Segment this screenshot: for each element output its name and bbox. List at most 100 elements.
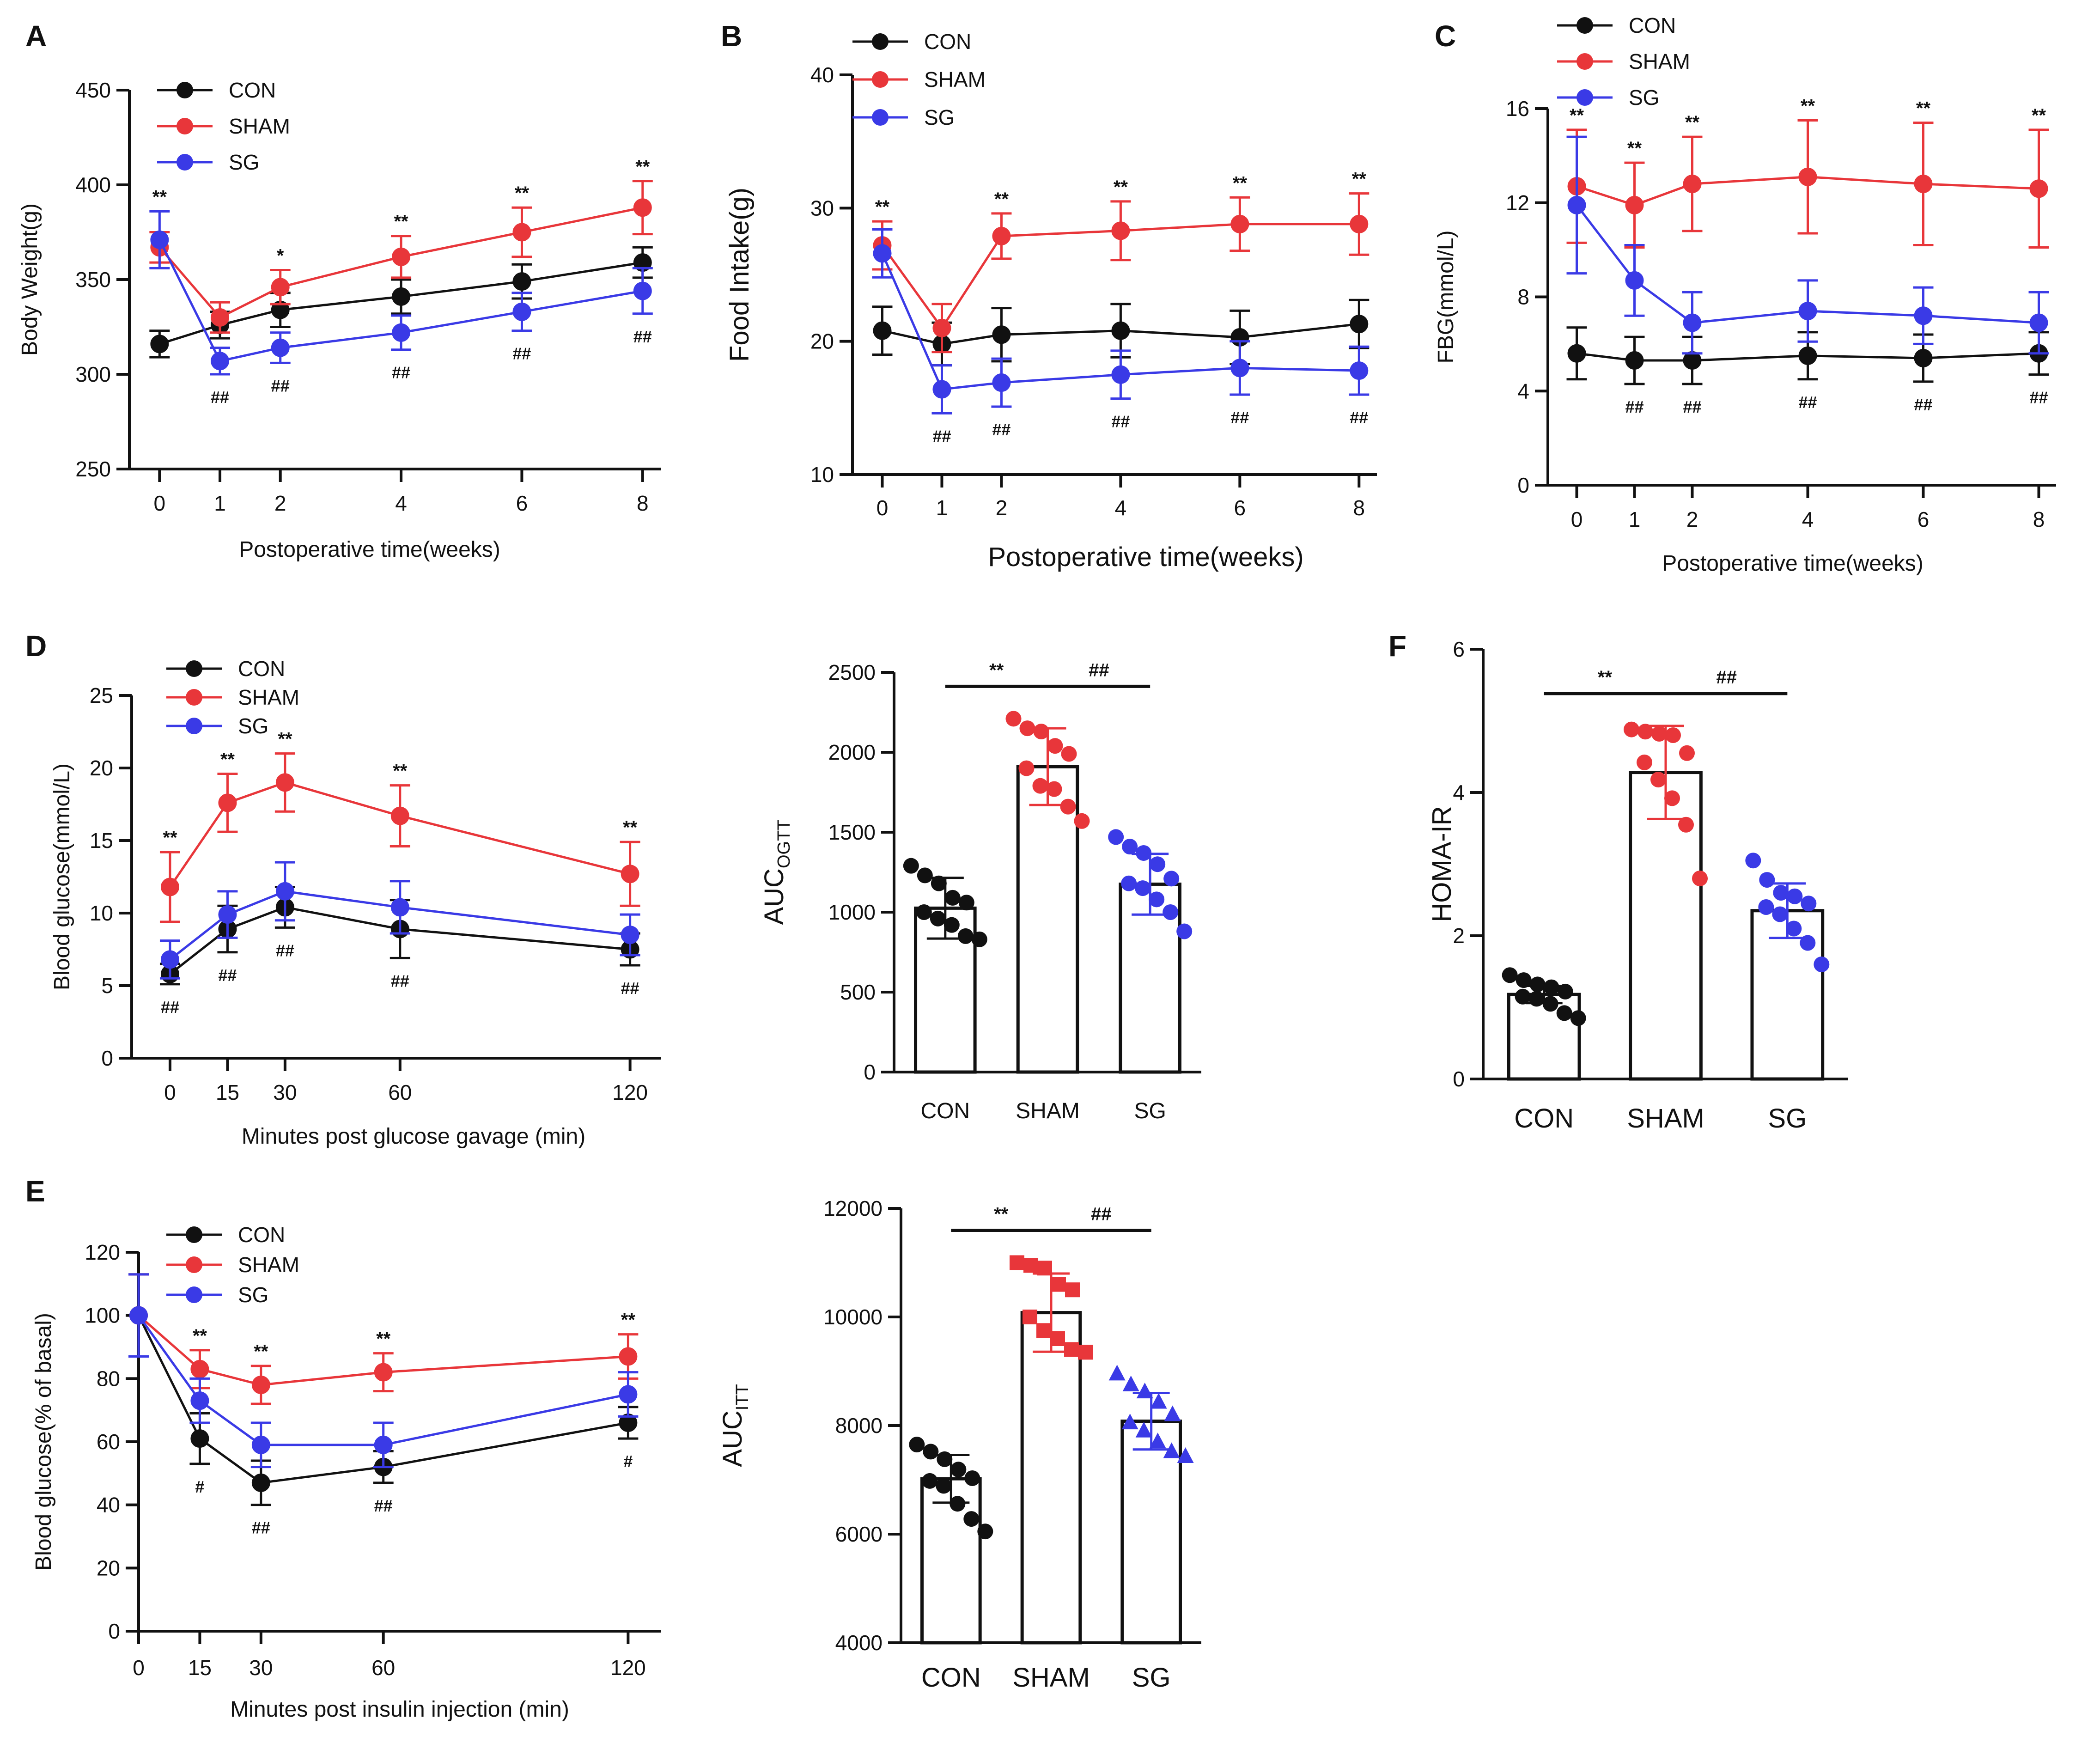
data-point-sg <box>1625 271 1644 290</box>
x-tick-label: 6 <box>516 491 528 515</box>
y-tick-label: 350 <box>75 268 111 292</box>
data-point-con <box>922 1473 938 1489</box>
bar-con <box>1507 993 1581 1081</box>
data-point-con <box>950 1462 967 1478</box>
significance-bottom: ## <box>2029 388 2048 407</box>
y-tick-label: 40 <box>810 63 834 87</box>
data-point-sham <box>1692 871 1708 886</box>
data-point-con <box>1543 979 1559 995</box>
data-point-sham <box>390 806 409 825</box>
data-point-con <box>1567 344 1586 363</box>
significance-top: ** <box>1801 96 1815 116</box>
legend-marker-sham <box>186 689 202 706</box>
data-point-sham <box>1033 724 1049 740</box>
significance-top: ** <box>376 1329 391 1349</box>
data-point-con <box>1914 348 1933 367</box>
significance-top: ** <box>515 183 530 203</box>
comparison-label: ## <box>1716 667 1737 688</box>
data-point-sham <box>1050 1331 1065 1346</box>
significance-top: ** <box>623 817 638 838</box>
y-tick-label: 40 <box>97 1493 120 1517</box>
legend-label-sham: SHAM <box>238 685 299 709</box>
panel-F: 0 2 4 6 F CON SHAM SG HOMA-IR ** ## <box>1388 629 1848 1134</box>
panel-D-line: 0 5 10 15 20 25 D 0 15 30 60 120 Minutes post glucos… <box>25 629 661 1149</box>
x-tick-label: 8 <box>1353 496 1365 520</box>
data-point-con <box>1542 996 1558 1012</box>
data-point-con <box>1516 972 1532 988</box>
legend-marker-sg <box>186 1286 202 1303</box>
y-tick-label: 20 <box>97 1556 120 1580</box>
data-point-sg <box>1798 302 1817 321</box>
y-tick-label: 0 <box>1453 1067 1465 1091</box>
series-line-sg <box>158 239 643 363</box>
y-tick-label: 15 <box>90 829 113 853</box>
x-tick-label: CON <box>921 1663 981 1693</box>
legend-marker-sham <box>186 1256 202 1273</box>
x-tick-label: 0 <box>1571 507 1583 531</box>
y-axis-title-subscript: OGTT <box>774 819 794 868</box>
x-tick-label: 15 <box>216 1080 239 1104</box>
legend-marker-con <box>1577 17 1593 34</box>
data-point-sham <box>1051 1277 1066 1292</box>
y-tick-label: 60 <box>97 1430 120 1454</box>
significance-top: ** <box>2032 105 2046 126</box>
significance-top: ** <box>220 750 235 770</box>
data-point-sham <box>1061 746 1077 762</box>
significance-top: ** <box>163 828 177 848</box>
x-tick-label: 4 <box>1115 496 1127 520</box>
data-point-sg <box>621 926 639 945</box>
data-point-sham <box>1230 214 1249 233</box>
significance-top: ** <box>393 761 408 781</box>
x-tick-label: CON <box>1514 1103 1574 1134</box>
bar-sg <box>1120 1420 1182 1645</box>
significance-bottom: ## <box>1350 408 1368 427</box>
significance-top: ** <box>193 1326 207 1346</box>
x-tick-label: 1 <box>1629 507 1641 531</box>
data-point-sg <box>392 323 411 342</box>
data-point-con <box>977 1524 993 1540</box>
significance-bottom: ## <box>218 966 237 985</box>
legend-label-con: CON <box>229 78 276 102</box>
significance-bottom: ## <box>392 363 410 382</box>
data-point-sham <box>1065 1282 1080 1298</box>
y-tick-label: 2 <box>1453 924 1465 948</box>
y-tick-label: 300 <box>75 362 111 386</box>
data-point-sg <box>1786 920 1802 937</box>
significance-bottom: ## <box>1798 393 1817 412</box>
y-tick-label: 10 <box>810 463 834 487</box>
data-point-sham <box>1060 798 1076 815</box>
data-point-sg <box>1136 1383 1153 1399</box>
y-tick-label: 6000 <box>835 1522 883 1546</box>
series-line-sham <box>1576 176 2039 207</box>
data-point-con <box>392 287 411 306</box>
legend-label-sham: SHAM <box>1629 49 1690 73</box>
data-point-con <box>251 1473 270 1492</box>
data-point-con <box>903 858 919 874</box>
data-point-sg <box>633 281 652 300</box>
significance-top: ** <box>1233 173 1248 193</box>
data-point-con <box>1557 983 1573 1000</box>
significance-bottom: ## <box>374 1496 393 1515</box>
data-point-sg <box>2029 313 2048 332</box>
data-point-sg <box>1164 1405 1181 1421</box>
data-point-sg <box>390 898 409 917</box>
data-point-con <box>963 1511 980 1527</box>
legend-marker-sham <box>872 71 889 88</box>
panel-letter: E <box>25 1175 45 1208</box>
x-tick-label: 8 <box>2033 507 2045 531</box>
data-point-sham <box>1914 175 1933 193</box>
data-point-sg <box>251 1435 270 1454</box>
legend-label-con: CON <box>238 1223 285 1247</box>
series-line-con <box>882 323 1359 345</box>
significance-bottom: ## <box>512 344 531 363</box>
legend-label-sg: SG <box>238 1283 268 1307</box>
x-tick-label: 6 <box>1917 507 1930 531</box>
data-point-con <box>958 895 974 911</box>
data-point-sham <box>218 793 237 812</box>
data-point-sham <box>1036 1323 1051 1338</box>
data-point-sham <box>1111 221 1130 240</box>
series-line-sg <box>881 253 1359 391</box>
x-tick-label: CON <box>920 1099 970 1123</box>
data-point-sg <box>150 230 169 249</box>
x-tick-label: 120 <box>610 1656 646 1680</box>
